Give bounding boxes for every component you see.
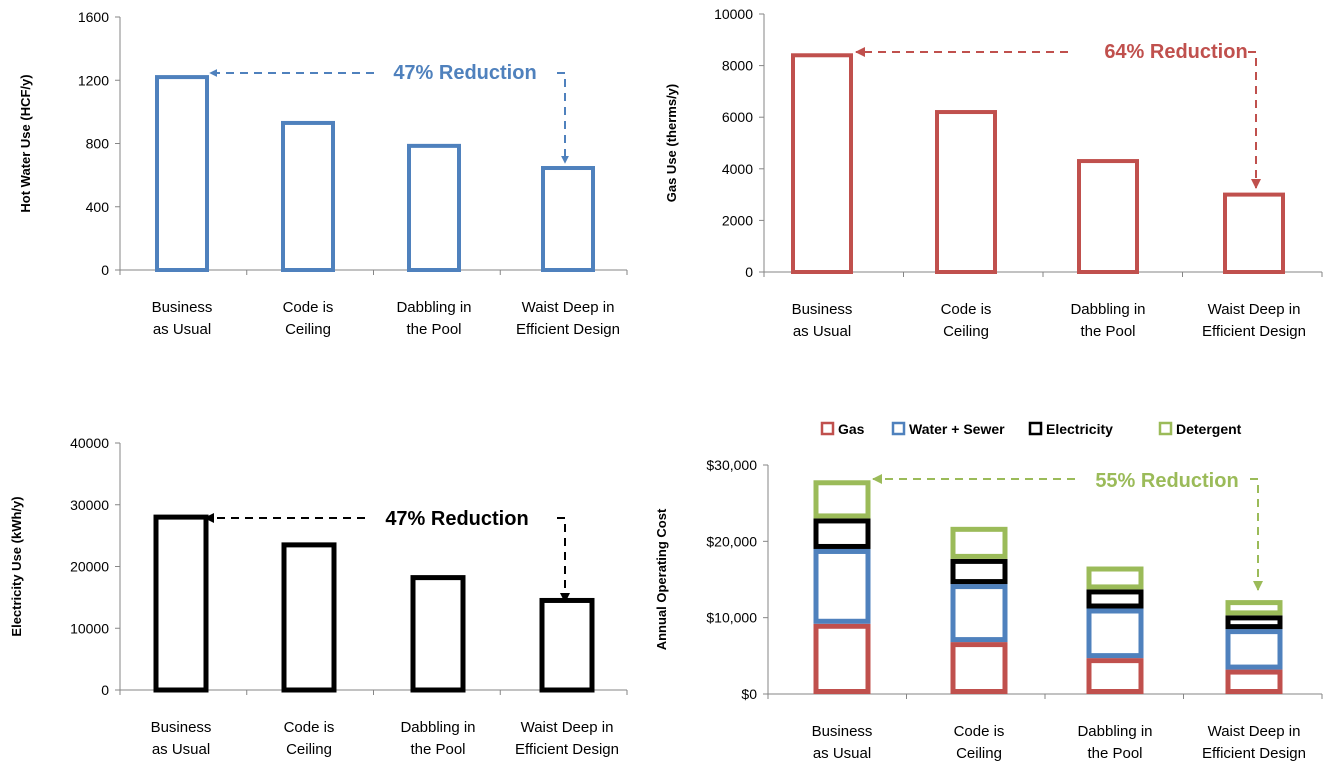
y-tick-label: 20000 bbox=[70, 559, 109, 575]
y-tick-label: 10000 bbox=[70, 620, 109, 636]
y-axis-title: Hot Water Use (HCF/y) bbox=[18, 74, 33, 212]
bar bbox=[281, 120, 335, 272]
y-tick-label: 40000 bbox=[70, 435, 109, 451]
bar-electricity bbox=[1225, 615, 1283, 630]
x-tick-label: Business as Usual bbox=[152, 299, 213, 338]
y-tick-label: 4000 bbox=[722, 161, 753, 177]
x-tick-label: Code is Ceiling bbox=[941, 301, 992, 340]
y-axis-title: Annual Operating Cost bbox=[654, 508, 669, 650]
y-tick-label: 6000 bbox=[722, 109, 753, 125]
y-tick-label: 0 bbox=[101, 682, 109, 698]
electricity-chart: 0 10000 20000 30000 40000 Business as Usual Cod… bbox=[9, 435, 628, 758]
x-tick-label: Dabbling in the Pool bbox=[396, 299, 471, 338]
hot-water-chart: 0 400 800 1200 1600 Business as Usual Code is Ce… bbox=[18, 9, 628, 338]
bar-detergent bbox=[813, 480, 871, 519]
legend-label-water-sewer: Water + Sewer bbox=[909, 421, 1005, 437]
operating-cost-chart: $0 $10,000 $20,000 $30,000 Business as Usual C… bbox=[654, 421, 1323, 762]
x-tick-label: Dabbling in the Pool bbox=[1077, 723, 1152, 762]
bar-water-sewer bbox=[1086, 608, 1144, 659]
reduction-arrow-vertical bbox=[1248, 51, 1261, 189]
legend-label-electricity: Electricity bbox=[1046, 421, 1113, 437]
y-tick-label: 0 bbox=[745, 264, 753, 280]
reduction-arrow-vertical bbox=[1250, 478, 1263, 591]
bar-water-sewer bbox=[813, 548, 871, 624]
x-tick-label: Waist Deep in Efficient Design bbox=[1202, 301, 1306, 340]
bar bbox=[541, 166, 595, 272]
y-tick-label: 800 bbox=[86, 136, 110, 152]
legend-label-gas: Gas bbox=[838, 421, 865, 437]
x-tick-label: Dabbling in the Pool bbox=[400, 719, 475, 758]
bar-gas bbox=[1225, 669, 1283, 694]
bar-water-sewer bbox=[1225, 629, 1283, 670]
y-tick-label: $10,000 bbox=[706, 610, 757, 626]
bar bbox=[410, 575, 466, 693]
bar bbox=[281, 542, 337, 693]
bar-electricity bbox=[1086, 589, 1144, 609]
reduction-arrow-vertical bbox=[557, 72, 569, 164]
x-tick-label: Business as Usual bbox=[812, 723, 873, 762]
legend-swatch-detergent bbox=[1158, 421, 1173, 436]
reduction-label: 47% Reduction bbox=[393, 62, 536, 84]
bar bbox=[153, 514, 209, 693]
y-tick-label: 1600 bbox=[78, 9, 109, 25]
bar bbox=[1077, 159, 1139, 274]
y-tick-label: $20,000 bbox=[706, 533, 757, 549]
y-tick-label: 10000 bbox=[714, 6, 753, 22]
y-axis-title: Electricity Use (kWh/y) bbox=[9, 496, 24, 636]
bar bbox=[935, 110, 997, 275]
bar-detergent bbox=[1086, 566, 1144, 590]
y-tick-label: 30000 bbox=[70, 497, 109, 513]
reduction-label: 64% Reduction bbox=[1104, 41, 1247, 63]
legend-swatch-water-sewer bbox=[891, 421, 906, 436]
bar bbox=[791, 53, 853, 274]
x-tick-label: Code is Ceiling bbox=[954, 723, 1005, 762]
bar-gas bbox=[813, 623, 871, 694]
reduction-arrow-vertical bbox=[557, 517, 570, 603]
x-tick-label: Waist Deep in Efficient Design bbox=[516, 299, 620, 338]
bar bbox=[155, 75, 209, 273]
y-axis-title: Gas Use (therms/y) bbox=[664, 84, 679, 203]
x-tick-label: Waist Deep in Efficient Design bbox=[515, 719, 619, 758]
y-tick-label: 0 bbox=[101, 262, 109, 278]
bar-electricity bbox=[813, 518, 871, 549]
x-tick-label: Dabbling in the Pool bbox=[1070, 301, 1145, 340]
bar-gas bbox=[950, 642, 1008, 694]
reduction-label: 47% Reduction bbox=[385, 508, 528, 530]
legend-swatch-electricity bbox=[1028, 421, 1043, 436]
y-tick-label: 2000 bbox=[722, 212, 753, 228]
bar-detergent bbox=[950, 526, 1008, 559]
x-tick-label: Business as Usual bbox=[792, 301, 853, 340]
x-tick-label: Waist Deep in Efficient Design bbox=[1202, 723, 1306, 762]
y-tick-label: $30,000 bbox=[706, 457, 757, 473]
gas-chart: 0 2000 4000 6000 8000 10000 Business as Usual Co… bbox=[664, 6, 1323, 340]
bar-electricity bbox=[950, 558, 1008, 585]
bar-water-sewer bbox=[950, 584, 1008, 643]
bar-gas bbox=[1086, 658, 1144, 695]
x-tick-label: Code is Ceiling bbox=[283, 299, 334, 338]
y-tick-label: $0 bbox=[741, 686, 757, 702]
x-tick-label: Code is Ceiling bbox=[284, 719, 335, 758]
bar bbox=[407, 143, 461, 272]
bar bbox=[1223, 192, 1285, 275]
x-tick-label: Business as Usual bbox=[151, 719, 212, 758]
y-tick-label: 400 bbox=[86, 199, 110, 215]
y-tick-label: 1200 bbox=[78, 72, 109, 88]
bar-detergent bbox=[1225, 600, 1283, 616]
legend-label-detergent: Detergent bbox=[1176, 421, 1242, 437]
bar bbox=[539, 597, 595, 693]
reduction-label: 55% Reduction bbox=[1095, 470, 1238, 492]
y-tick-label: 8000 bbox=[722, 58, 753, 74]
legend-swatch-gas bbox=[820, 421, 835, 436]
